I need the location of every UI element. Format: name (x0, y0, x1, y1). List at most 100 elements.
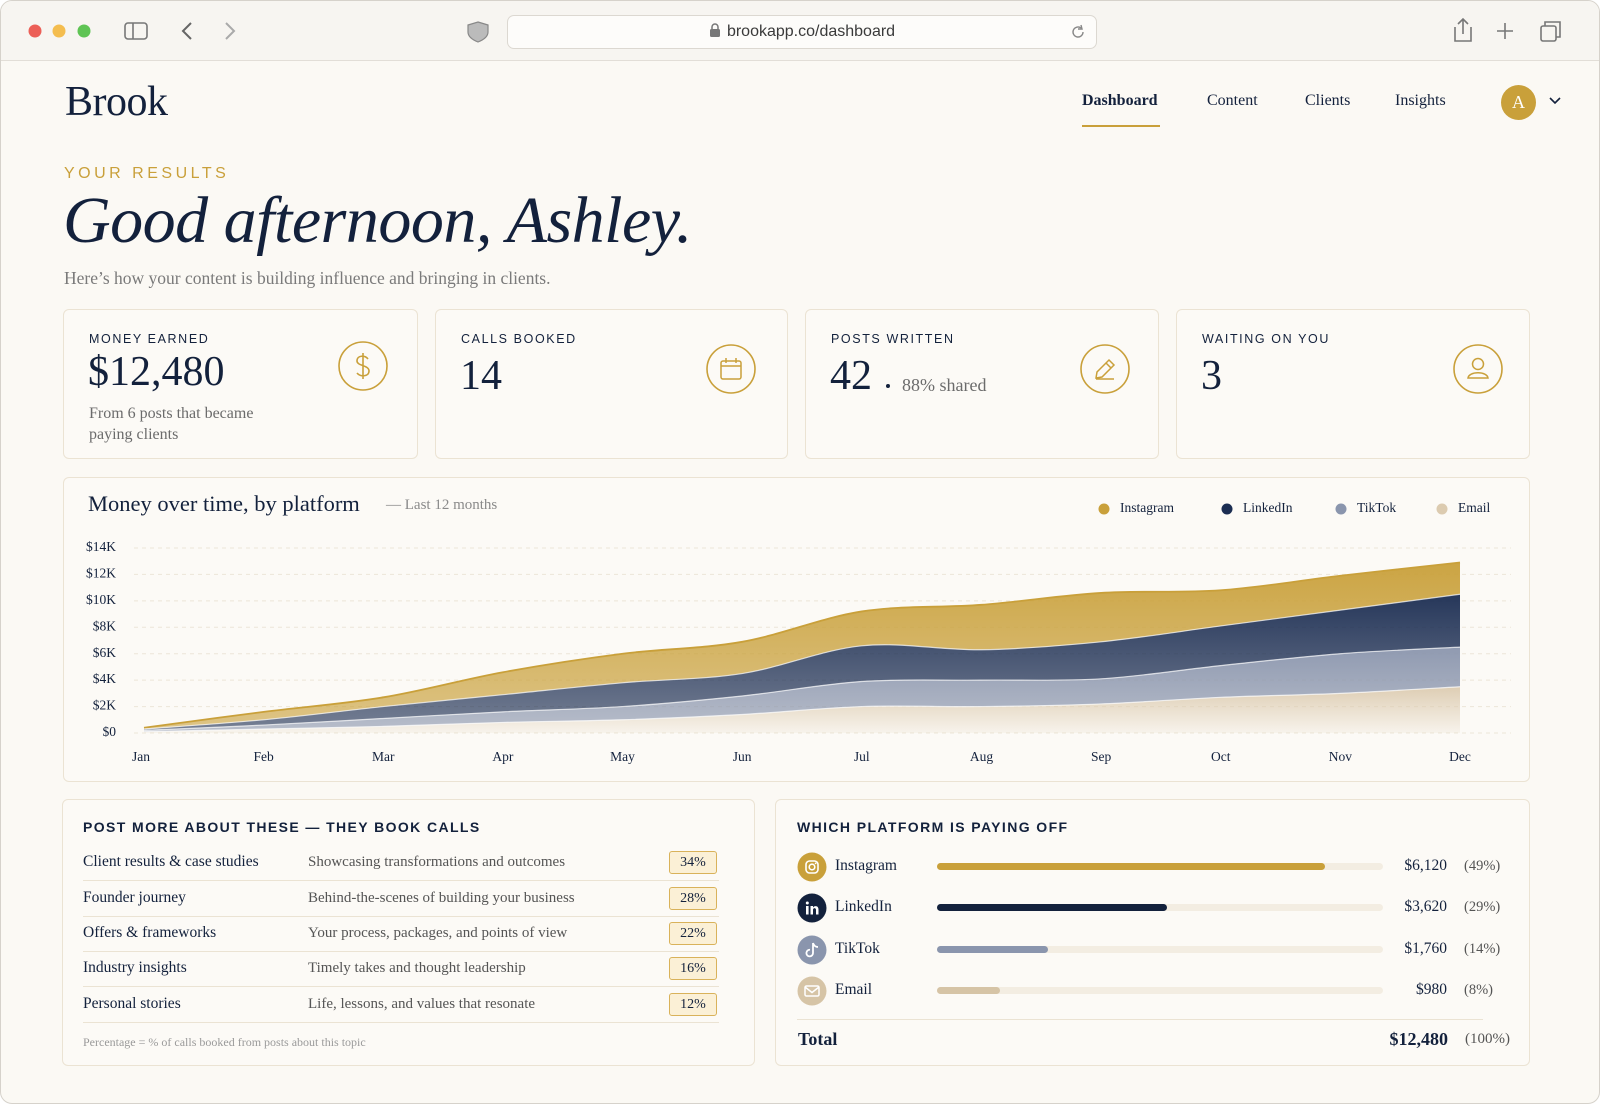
chart-title: Money over time, by platform (88, 491, 360, 516)
platforms-title: WHICH PLATFORM IS PAYING OFF (797, 819, 1069, 835)
nav-link[interactable]: Clients (1305, 92, 1351, 109)
stat-label: MONEY EARNED (89, 332, 210, 346)
new-tab-button[interactable] (1497, 23, 1513, 39)
stat-note: From 6 posts that became paying clients (89, 405, 254, 443)
pencil-icon (1080, 344, 1130, 394)
platform-name: Email (835, 981, 873, 998)
bar-track (937, 946, 1383, 953)
browser-actions (1454, 17, 1561, 42)
lock-icon (709, 23, 720, 37)
total-label: Total (798, 1029, 838, 1049)
platform-icon-bg (797, 852, 827, 882)
privacy-icon[interactable] (467, 21, 489, 43)
greeting: Good afternoon, Ashley. (63, 184, 692, 257)
x-tick-label: Sep (1091, 749, 1112, 764)
platform-amount: $980 (1416, 981, 1447, 998)
sidebar-button[interactable] (124, 22, 148, 40)
x-tick-label: Jan (132, 749, 150, 764)
stat-card: CALLS BOOKED 14 (435, 309, 788, 459)
stat-label: POSTS WRITTEN (831, 332, 955, 346)
platform-amount: $3,620 (1404, 898, 1447, 915)
platform-icon (797, 935, 827, 965)
share-button[interactable] (1454, 17, 1472, 42)
separator-dot (886, 384, 890, 388)
topic-share: 28% (669, 887, 717, 910)
avatar-menu-chevron[interactable] (1549, 97, 1561, 105)
forward-button[interactable] (225, 22, 236, 40)
eyebrow: YOUR RESULTS (64, 165, 230, 182)
tabs-button[interactable] (1540, 21, 1561, 42)
brand[interactable]: Brook (65, 79, 168, 125)
total-share: (100%) (1465, 1031, 1510, 1047)
row-divider (83, 1022, 719, 1023)
topic-name: Personal stories (83, 995, 181, 1012)
nav-link[interactable]: Insights (1395, 92, 1446, 109)
back-button[interactable] (181, 22, 192, 40)
platform-share: (8%) (1464, 982, 1493, 998)
x-tick-label: Nov (1329, 749, 1352, 764)
topic-description: Timely takes and thought leadership (308, 960, 526, 976)
stat-value: $12,480 (88, 349, 225, 395)
platform-icon-bg (797, 935, 827, 965)
area (144, 647, 1460, 732)
nav-link[interactable]: Dashboard (1082, 92, 1158, 109)
stat-card: MONEY EARNED $12,480 From 6 posts that b… (63, 309, 418, 459)
nav-link[interactable]: Content (1207, 92, 1258, 109)
platform-bar (937, 863, 1326, 870)
person-icon (1453, 344, 1503, 394)
stat-card: POSTS WRITTEN 42 88% shared (805, 309, 1159, 459)
reload-button[interactable] (1070, 24, 1086, 40)
dollar-icon (338, 341, 388, 391)
subtitle: Here’s how your content is building infl… (64, 268, 551, 288)
url-text: brookapp.co/dashboard (726, 23, 896, 40)
row-divider (83, 880, 719, 881)
minimize-button[interactable] (52, 24, 66, 38)
platform-icon (797, 893, 827, 923)
topic-description: Life, lessons, and values that resonate (308, 996, 536, 1012)
platform-amount: $1,760 (1404, 940, 1447, 957)
close-button[interactable] (28, 24, 42, 38)
platform-name: TikTok (835, 940, 880, 957)
browser-chrome: brookapp.co/dashboard (1, 1, 1599, 61)
y-tick-label: $4K (93, 671, 117, 686)
area (144, 594, 1460, 731)
platform-share: (14%) (1464, 941, 1501, 957)
x-tick-label: Aug (970, 749, 993, 764)
avatar[interactable]: A (1501, 85, 1536, 120)
y-tick-label: $10K (86, 592, 116, 607)
stat-note: 88% shared (902, 375, 987, 395)
topic-name: Client results & case studies (83, 853, 259, 870)
platform-share: (29%) (1464, 899, 1501, 915)
topic-description: Behind-the-scenes of building your busin… (308, 890, 575, 906)
x-tick-label: Jun (733, 749, 752, 764)
total-divider (797, 1019, 1483, 1020)
row-divider (83, 916, 719, 917)
stat-label: CALLS BOOKED (461, 332, 577, 346)
stat-value: 42 (830, 353, 872, 399)
stat-card: WAITING ON YOU 3 (1176, 309, 1530, 459)
y-tick-label: $0 (103, 724, 117, 739)
row-divider (83, 986, 719, 987)
x-tick-label: May (610, 749, 635, 764)
stat-value: 3 (1201, 353, 1222, 399)
platform-icon (797, 852, 827, 882)
y-tick-label: $6K (93, 645, 117, 660)
bar-track (937, 987, 1383, 994)
legend-marker (1098, 503, 1110, 515)
legend-label: TikTok (1357, 500, 1396, 515)
area (144, 686, 1460, 733)
total-amount: $12,480 (1389, 1029, 1449, 1049)
browser-controls (28, 21, 489, 43)
legend-marker (1436, 503, 1448, 515)
series-line (143, 646, 1461, 731)
address-bar[interactable]: brookapp.co/dashboard (507, 15, 1097, 49)
legend-label: Instagram (1120, 500, 1174, 515)
topic-share: 22% (669, 922, 717, 945)
legend-label: Email (1458, 500, 1490, 515)
zoom-button[interactable] (77, 24, 91, 38)
topic-description: Showcasing transformations and outcomes (308, 854, 566, 870)
x-tick-label: Mar (372, 749, 395, 764)
